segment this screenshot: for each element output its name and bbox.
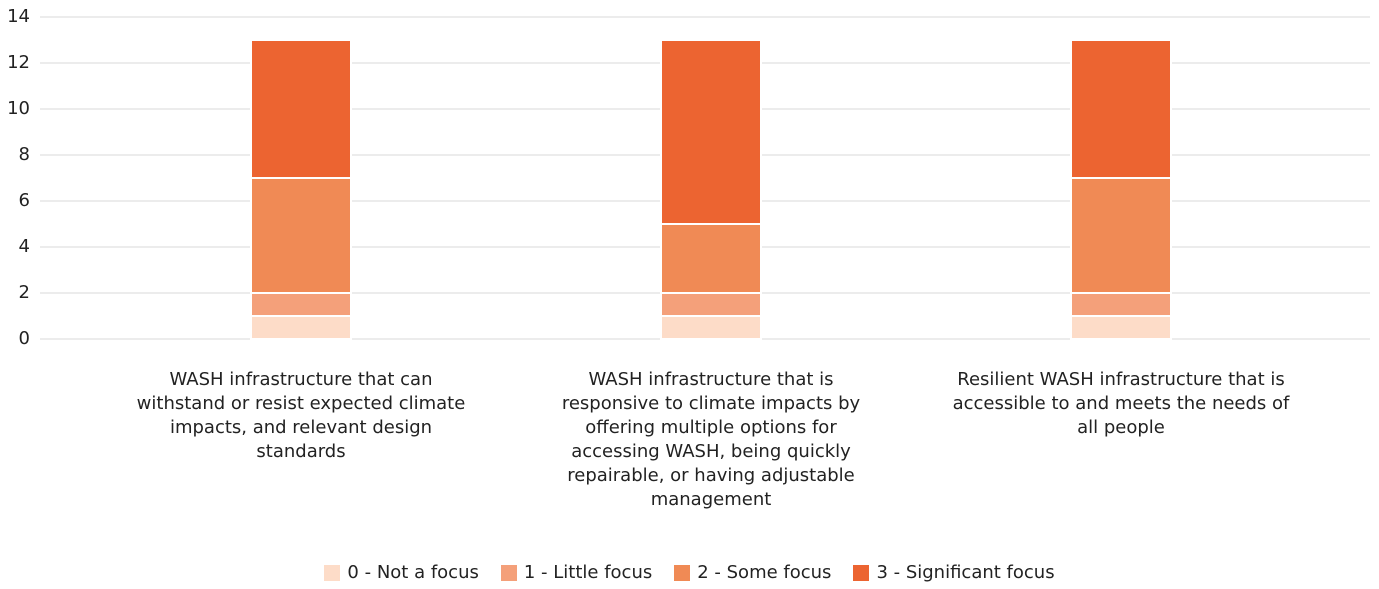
bar-segment — [660, 39, 762, 225]
bar-segment — [1070, 292, 1172, 317]
bar-segment — [250, 292, 352, 317]
x-tick-label: Resilient WASH infrastructure that is ac… — [952, 369, 1290, 438]
y-tick-label: 10 — [7, 98, 30, 119]
legend-label: 2 - Some focus — [697, 562, 832, 583]
y-tick-label: 8 — [19, 144, 30, 165]
legend-item: 0 - Not a focus — [324, 562, 479, 583]
y-tick-label: 14 — [7, 6, 30, 27]
bar-segment — [250, 315, 352, 340]
bar-segment — [250, 177, 352, 294]
bar-segment — [660, 223, 762, 294]
y-tick-label: 4 — [19, 236, 30, 257]
legend-swatch — [500, 564, 517, 581]
legend-item: 1 - Little focus — [500, 562, 653, 583]
legend: 0 - Not a focus 1 - Little focus 2 - Some … — [0, 562, 1379, 583]
y-tick-label: 12 — [7, 52, 30, 73]
bar-segment — [1070, 39, 1172, 179]
legend-item: 2 - Some focus — [674, 562, 831, 583]
y-tick-label: 0 — [19, 328, 30, 349]
y-tick-label: 6 — [19, 190, 30, 211]
legend-label: 3 - Significant focus — [876, 562, 1055, 583]
bar-segment — [660, 315, 762, 340]
bar-segment — [1070, 177, 1172, 294]
legend-swatch — [324, 564, 341, 581]
legend-item: 3 - Significant focus — [853, 562, 1055, 583]
bar-segment — [250, 39, 352, 179]
bar-segment — [1070, 315, 1172, 340]
legend-swatch — [674, 564, 691, 581]
legend-label: 0 - Not a focus — [347, 562, 479, 583]
bar-segment — [660, 292, 762, 317]
y-tick-label: 2 — [19, 282, 30, 303]
legend-label: 1 - Little focus — [523, 562, 653, 583]
legend-swatch — [853, 564, 870, 581]
x-tick-label: WASH infrastructure that can withstand o… — [136, 369, 466, 462]
x-tick-label: WASH infrastructure that is responsive t… — [561, 369, 861, 510]
